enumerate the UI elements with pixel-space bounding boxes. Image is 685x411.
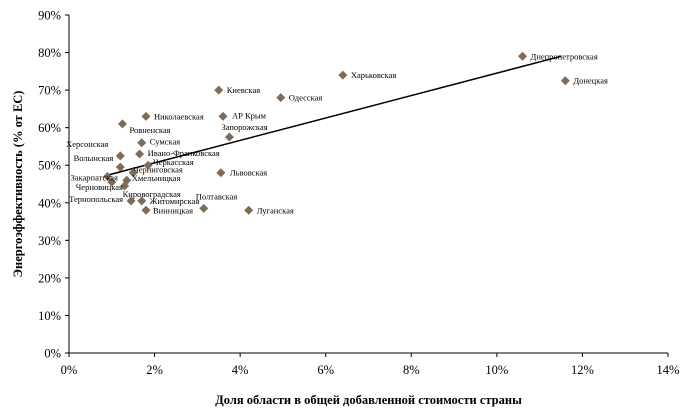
data-label: АР Крым	[232, 110, 267, 120]
data-label: Днепропетровская	[531, 51, 598, 61]
data-label: Житомирская	[150, 196, 200, 206]
data-point	[276, 93, 286, 103]
data-point	[338, 70, 348, 80]
data-point	[117, 119, 127, 129]
data-point	[214, 85, 224, 95]
y-tick-label: 0%	[44, 347, 61, 361]
y-tick-label: 10%	[38, 309, 61, 323]
data-point	[137, 196, 147, 206]
data-point	[143, 160, 153, 170]
data-point	[199, 203, 209, 213]
y-tick-label: 60%	[38, 121, 61, 135]
data-label: Черновицкая	[76, 182, 123, 192]
x-tick-label: 0%	[61, 363, 78, 377]
data-label: Волынская	[74, 153, 114, 163]
data-label: Черкасская	[153, 157, 194, 167]
x-tick-label: 4%	[232, 363, 249, 377]
data-label: Луганская	[257, 205, 294, 215]
data-label: Херсонская	[66, 139, 108, 149]
trendline-group	[105, 55, 562, 177]
y-tick-label: 80%	[38, 46, 61, 60]
y-tick-label: 20%	[38, 271, 61, 285]
data-label: Черниговская	[133, 165, 183, 175]
data-point	[141, 205, 151, 215]
x-tick-label: 10%	[485, 363, 508, 377]
data-point	[128, 168, 138, 178]
data-point	[244, 205, 254, 215]
data-point	[224, 132, 234, 142]
data-label: Кировоградская	[123, 189, 181, 199]
data-point	[115, 151, 125, 161]
data-label: Полтавская	[196, 191, 238, 201]
data-label: Тернопольская	[69, 194, 123, 204]
data-point	[107, 177, 117, 187]
data-label: Николаевская	[154, 111, 204, 121]
x-tick-label: 6%	[317, 363, 334, 377]
x-tick-label: 8%	[403, 363, 420, 377]
data-label: Хмельницкая	[132, 173, 181, 183]
data-point	[137, 138, 147, 148]
y-tick-label: 30%	[38, 234, 61, 248]
data-point	[518, 51, 528, 61]
trendline	[105, 55, 562, 177]
y-tick-label: 50%	[38, 159, 61, 173]
y-tick-label: 70%	[38, 84, 61, 98]
data-label: Киевская	[227, 85, 261, 95]
data-points	[103, 51, 570, 215]
data-label: Одесская	[289, 93, 323, 103]
data-point	[135, 149, 145, 159]
data-label: Донецкая	[573, 76, 608, 86]
y-tick-label: 40%	[38, 196, 61, 210]
data-label: Закарпатская	[71, 172, 119, 182]
data-label: Ивано-Франковская	[148, 148, 220, 158]
data-label: Винницкая	[153, 205, 193, 215]
chart-axes: 0% 10% 20% 30% 40% 50% 60% 70% 80% 90% 0% 2% 4% 6% 8% 1…	[38, 9, 679, 378]
data-point	[120, 181, 130, 191]
data-point	[141, 111, 151, 121]
data-label: Львовская	[230, 168, 267, 178]
x-tick-label: 2%	[146, 363, 163, 377]
data-label: Ровненская	[129, 125, 170, 135]
x-axis-title: Доля области в общей добавленной стоимос…	[215, 393, 522, 407]
x-tick-label: 14%	[657, 363, 680, 377]
data-point	[103, 171, 113, 181]
data-point	[216, 168, 226, 178]
data-point	[126, 196, 136, 206]
y-tick-label: 90%	[38, 9, 61, 23]
data-point	[218, 111, 228, 121]
data-label: Сумская	[150, 137, 181, 147]
data-point	[115, 162, 125, 172]
y-axis-title: Энергоэффективность (% от ЕС)	[11, 91, 25, 278]
data-point	[560, 76, 570, 86]
point-labels: Днепропетровская Донецкая Харьковская Киевс…	[66, 51, 608, 215]
data-label: Харьковская	[351, 70, 396, 80]
x-tick-label: 12%	[571, 363, 594, 377]
data-label: Запорожская	[221, 122, 267, 132]
